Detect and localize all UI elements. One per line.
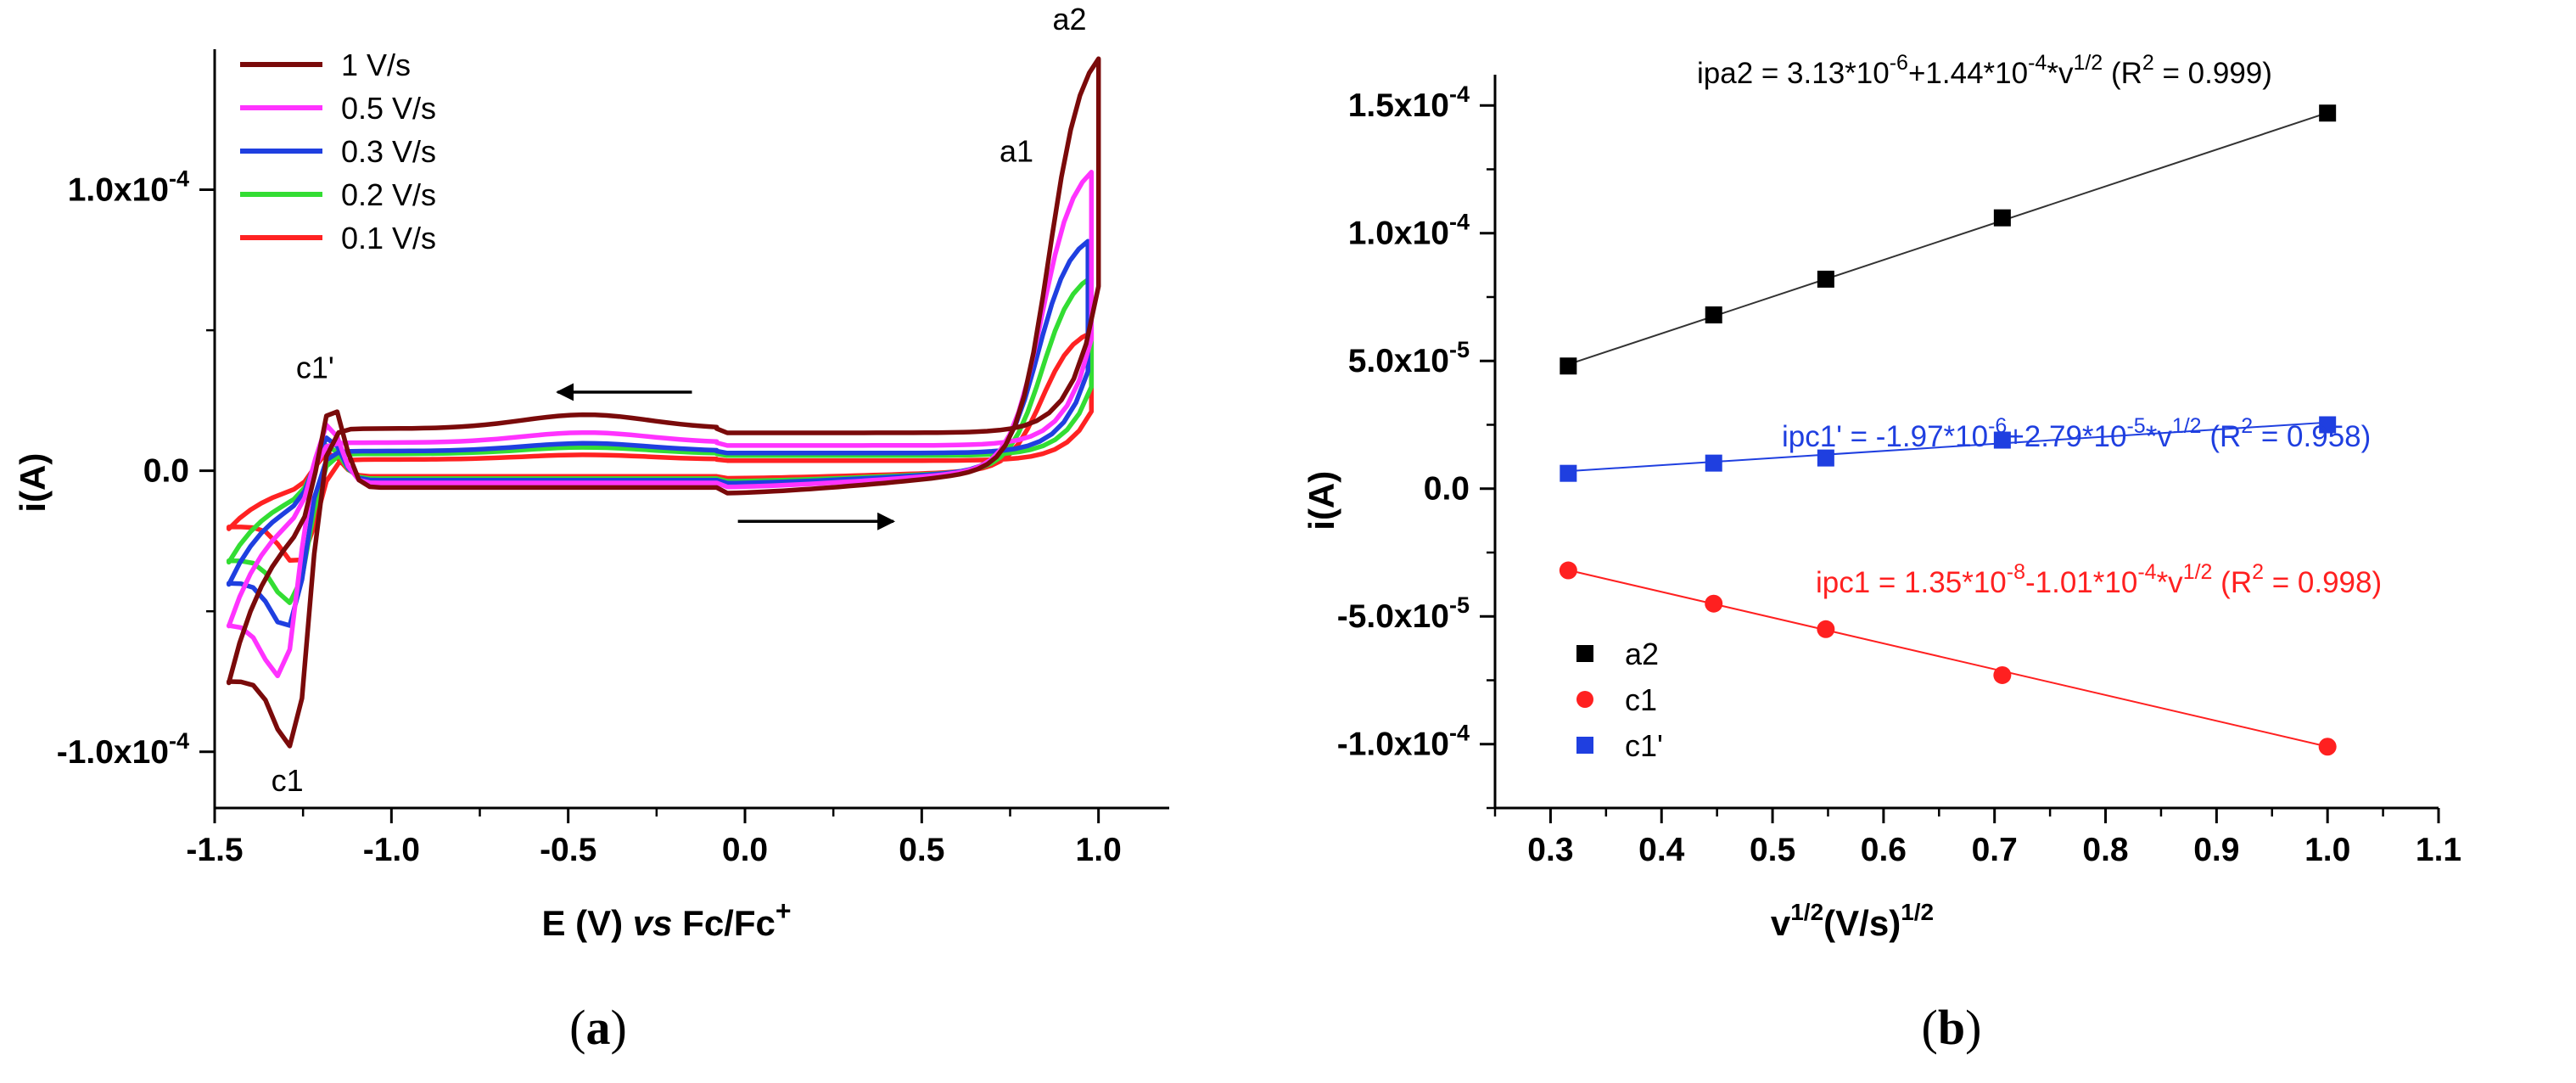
data-point-a2 [1705,306,1722,324]
legend-label: 0.2 V/s [341,177,436,212]
fit-line-c1p [1568,421,2328,473]
x-tick-label: 0.6 [1861,832,1907,868]
x-tick-label: 0.5 [1750,832,1795,868]
data-point-c1 [1993,665,2012,684]
x-axis-title: v1/2(V/s)1/2 [1771,899,1934,943]
legend-label: 0.3 V/s [341,134,436,169]
panel-label-b: (b) [1922,1000,1982,1055]
x-tick-label: -0.5 [540,832,596,868]
x-tick-label: 0.8 [2082,832,2128,868]
data-point-c1 [1559,561,1577,580]
x-tick-label: 1.1 [2416,832,2461,868]
x-tick-label: 0.0 [722,832,768,868]
peak-label: a2 [1053,2,1087,36]
legend-label: c1 [1625,682,1657,717]
data-point-a2 [1560,357,1577,375]
fit-equation: ipc1 = 1.35*10-8-1.01*10-4*v1/2 (R2 = 0.… [1816,560,2382,599]
y-tick-label: 1.0x10-4 [68,166,189,209]
fit-line-c1 [1568,569,2328,748]
data-point-c1p [1817,449,1834,467]
data-point-c1p [2319,416,2337,434]
x-tick-label: 0.9 [2193,832,2239,868]
y-tick-label: -5.0x10-5 [1337,592,1470,635]
x-tick-label: 0.7 [1972,832,2018,868]
legend-marker [1576,645,1593,662]
x-tick-label: 0.3 [1527,832,1573,868]
data-point-a2 [1993,209,2011,227]
cv-curve-1Vs [226,56,1101,749]
x-tick-label: 0.5 [899,832,944,868]
x-tick-label: -1.5 [186,832,243,868]
x-axis-title: E (V) vs Fc/Fc+ [541,895,791,943]
cv-chart-panel-a: -1.5 -1.0 -0.5 0.0 0.5 1.0 1.0x10-4 0.0 -1.0x10-… [13,2,1169,1055]
legend-label: 1 V/s [341,48,411,82]
x-tick-label: -1.0 [363,832,420,868]
data-point-c1 [1817,620,1835,638]
y-tick-label: 0.0 [1424,471,1470,508]
data-point-c1p [1560,464,1577,482]
y-tick-label: -1.0x10-4 [1337,721,1470,763]
fit-equation: ipc1' = -1.97*10-6+2.79*10-5*v1/2 (R2 = … [1782,414,2371,453]
fit-equation: ipa2 = 3.13*10-6+1.44*10-4*v1/2 (R2 = 0.… [1697,51,2272,90]
y-tick-label: 0.0 [143,453,189,490]
y-tick-label: 1.5x10-4 [1348,81,1470,124]
scan-rate-chart-panel-b: 0.3 0.4 0.5 0.6 0.7 0.8 0.9 1.0 1.1 1.5x10-4 1.0x1… [1302,51,2461,1055]
data-point-c1p [1993,431,2011,449]
y-tick-label: -1.0x10-4 [57,728,189,771]
legend-label: 0.1 V/s [341,221,436,255]
x-tick-label: 1.0 [2304,832,2350,868]
panel-label-a: (a) [569,1000,627,1055]
data-point-c1p [1705,454,1722,472]
peak-label: a1 [1000,133,1033,168]
data-point-c1 [2318,738,2337,756]
x-tick-label: 0.4 [1638,832,1685,868]
y-axis-title: i(A) [13,453,53,513]
legend-label: a2 [1625,637,1659,671]
data-point-a2 [2319,104,2337,122]
fit-line-a2 [1568,111,2328,366]
y-axis-title: i(A) [1302,471,1341,530]
data-point-a2 [1817,270,1834,288]
y-tick-label: 1.0x10-4 [1348,210,1470,252]
legend-marker [1576,691,1593,708]
data-point-c1 [1705,594,1723,613]
legend-marker [1576,737,1593,754]
legend-label: c1' [1625,728,1663,763]
x-tick-label: 1.0 [1076,832,1122,868]
y-tick-label: 5.0x10-5 [1348,337,1470,379]
peak-label: c1' [296,350,334,384]
peak-label: c1 [272,763,304,798]
legend-label: 0.5 V/s [341,91,436,126]
